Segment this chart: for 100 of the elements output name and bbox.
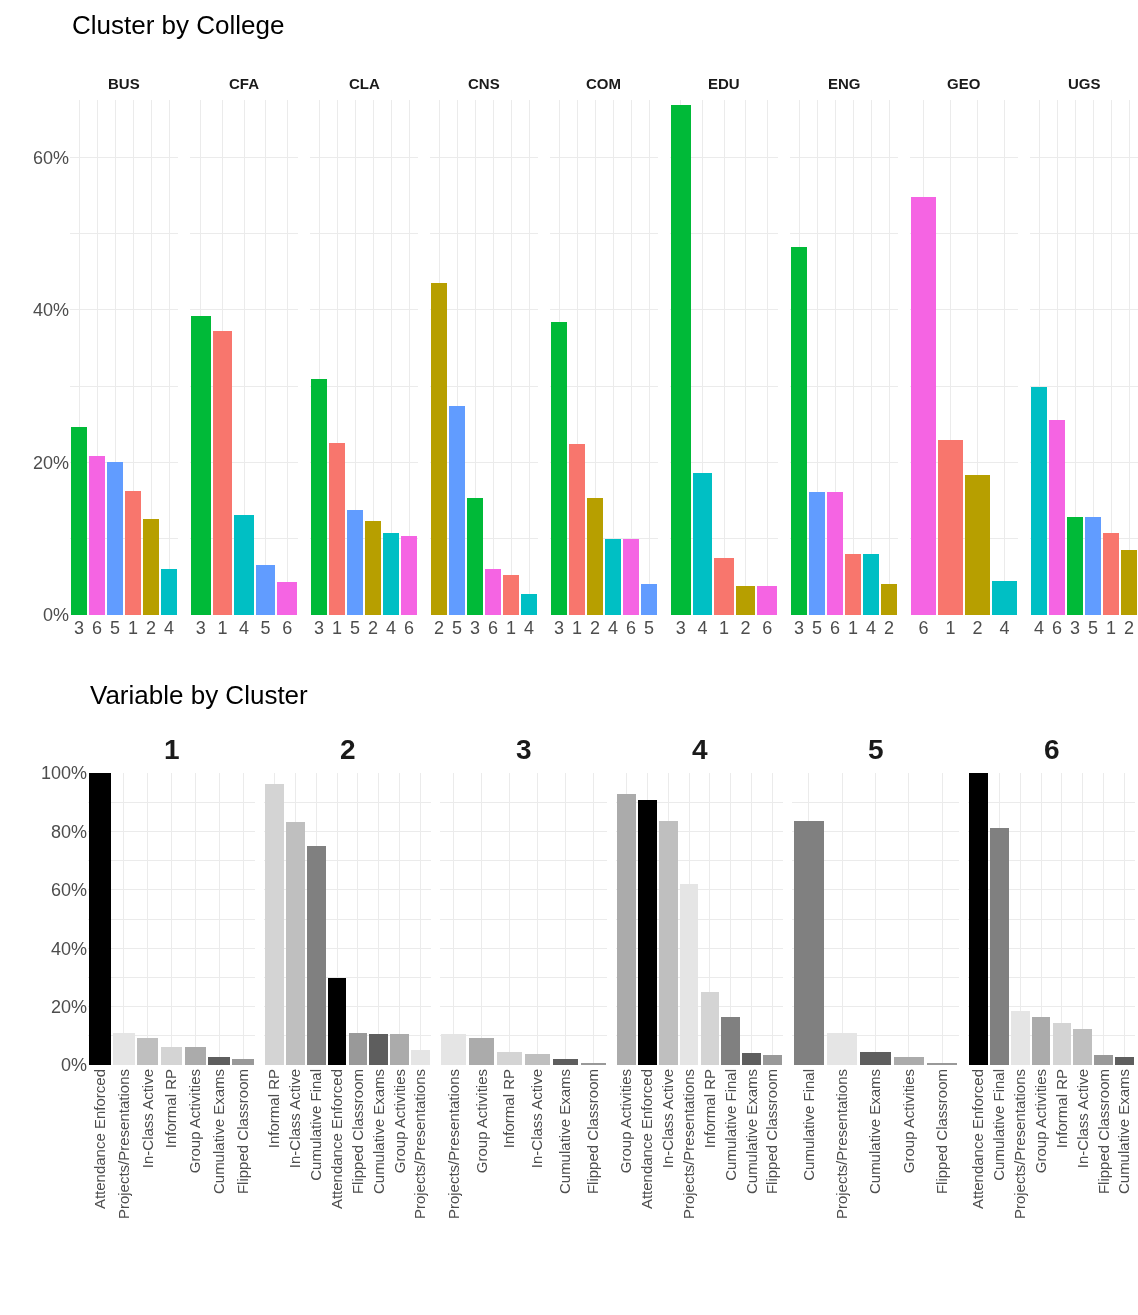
- x-tick-label: 4: [865, 618, 877, 638]
- chart-title: 5: [868, 734, 884, 765]
- bar: [551, 322, 567, 615]
- x-tick-label: In-Class Active: [528, 1069, 546, 1169]
- x-tick-label: Cumulative Final: [307, 1069, 325, 1181]
- bar: [286, 822, 305, 1065]
- x-tick-label: 6: [1051, 618, 1063, 638]
- x-tick-label: Group Activities: [617, 1069, 635, 1174]
- bar: [525, 1054, 550, 1065]
- x-tick-label: 2: [1123, 618, 1135, 638]
- bar: [721, 1017, 740, 1065]
- x-tick-label: In-Class Active: [659, 1069, 677, 1169]
- x-tick-label: In-Class Active: [138, 1069, 156, 1169]
- x-tick-label: 3: [793, 618, 805, 638]
- x-tick-label: Informal RP: [1052, 1069, 1070, 1149]
- bar: [1032, 1017, 1050, 1065]
- chart-title: ENG: [828, 75, 861, 92]
- bar: [990, 828, 1009, 1065]
- x-tick-label: Projects/Presentations: [444, 1069, 462, 1220]
- x-tick-label: Cumulative Exams: [742, 1069, 760, 1195]
- bar: [553, 1059, 578, 1065]
- bar: [89, 773, 111, 1065]
- bar: [369, 1034, 388, 1065]
- bar: [497, 1052, 522, 1065]
- x-tick-label: 1: [331, 618, 343, 638]
- x-tick-label: 6: [282, 618, 293, 638]
- x-tick-label: 2: [740, 618, 751, 638]
- x-tick-label: 3: [675, 618, 686, 638]
- x-tick-label: Group Activities: [186, 1069, 204, 1174]
- bar: [161, 569, 177, 615]
- bar: [365, 521, 381, 615]
- x-tick-label: 4: [999, 618, 1010, 638]
- bar: [714, 558, 734, 615]
- x-tick-label: 4: [1033, 618, 1045, 638]
- x-tick-label: 4: [523, 618, 535, 638]
- bar: [329, 443, 345, 615]
- bar: [521, 594, 537, 615]
- x-tick-label: 6: [918, 618, 929, 638]
- bar: [1103, 533, 1119, 615]
- bar: [881, 584, 897, 615]
- text: Cluster by College: [72, 10, 285, 40]
- chart-title: CLA: [349, 75, 380, 92]
- bar: [449, 406, 465, 615]
- y-tick-label: 100%: [40, 763, 87, 784]
- x-tick-label: 1: [217, 618, 228, 638]
- x-tick-label: Group Activities: [899, 1069, 917, 1174]
- x-tick-label: 5: [811, 618, 823, 638]
- y-tick-label: 60%: [32, 147, 69, 168]
- chart-title: 2: [340, 734, 356, 765]
- chart-title: 4: [692, 734, 708, 765]
- y-tick-label: 40%: [32, 300, 69, 321]
- x-tick-label: Flipped Classroom: [583, 1069, 601, 1195]
- bar: [125, 491, 141, 615]
- x-tick-label: Attendance Enforced: [90, 1069, 108, 1210]
- x-tick-label: Flipped Classroom: [933, 1069, 951, 1195]
- bar: [265, 784, 284, 1065]
- x-tick-label: Flipped Classroom: [233, 1069, 251, 1195]
- bar: [256, 565, 275, 615]
- x-tick-label: 6: [403, 618, 415, 638]
- chart-title: 3: [516, 734, 532, 765]
- x-tick-label: In-Class Active: [1073, 1069, 1091, 1169]
- bar: [1053, 1023, 1071, 1065]
- bar: [328, 978, 346, 1065]
- bar: [383, 533, 399, 615]
- x-tick-label: Group Activities: [472, 1069, 490, 1174]
- bar: [161, 1047, 182, 1065]
- bar: [191, 316, 211, 615]
- chart-title: CFA: [229, 75, 260, 92]
- bar: [791, 247, 807, 615]
- bar: [431, 283, 447, 615]
- x-tick-label: Cumulative Final: [799, 1069, 817, 1181]
- x-tick-label: 6: [829, 618, 841, 638]
- x-tick-label: 2: [972, 618, 983, 638]
- x-tick-label: Informal RP: [500, 1069, 518, 1149]
- x-tick-label: 1: [945, 618, 956, 638]
- x-tick-label: Attendance Enforced: [969, 1069, 987, 1210]
- bar: [469, 1038, 494, 1065]
- bar: [1049, 420, 1065, 615]
- bar: [390, 1034, 409, 1065]
- y-tick-label: 0%: [60, 1055, 87, 1076]
- bar: [137, 1038, 158, 1065]
- x-tick-label: 4: [238, 618, 250, 638]
- x-tick-label: Cumulative Exams: [866, 1069, 884, 1195]
- x-tick-label: 4: [163, 618, 175, 638]
- y-tick-label: 0%: [42, 605, 69, 626]
- chart-title: UGS: [1068, 75, 1101, 92]
- chart-title: 1: [164, 734, 180, 765]
- x-tick-label: Projects/Presentations: [1011, 1069, 1029, 1220]
- chart-title: COM: [586, 75, 621, 92]
- bar: [71, 427, 87, 615]
- x-tick-label: Cumulative Exams: [1115, 1069, 1133, 1195]
- bar: [736, 586, 755, 615]
- bar: [693, 473, 712, 615]
- bar: [701, 992, 719, 1065]
- bar: [641, 584, 657, 615]
- chart-title: CNS: [468, 75, 500, 92]
- x-tick-label: 4: [385, 618, 397, 638]
- bar: [1031, 387, 1047, 615]
- y-tick-label: 20%: [32, 452, 69, 473]
- bar: [485, 569, 501, 615]
